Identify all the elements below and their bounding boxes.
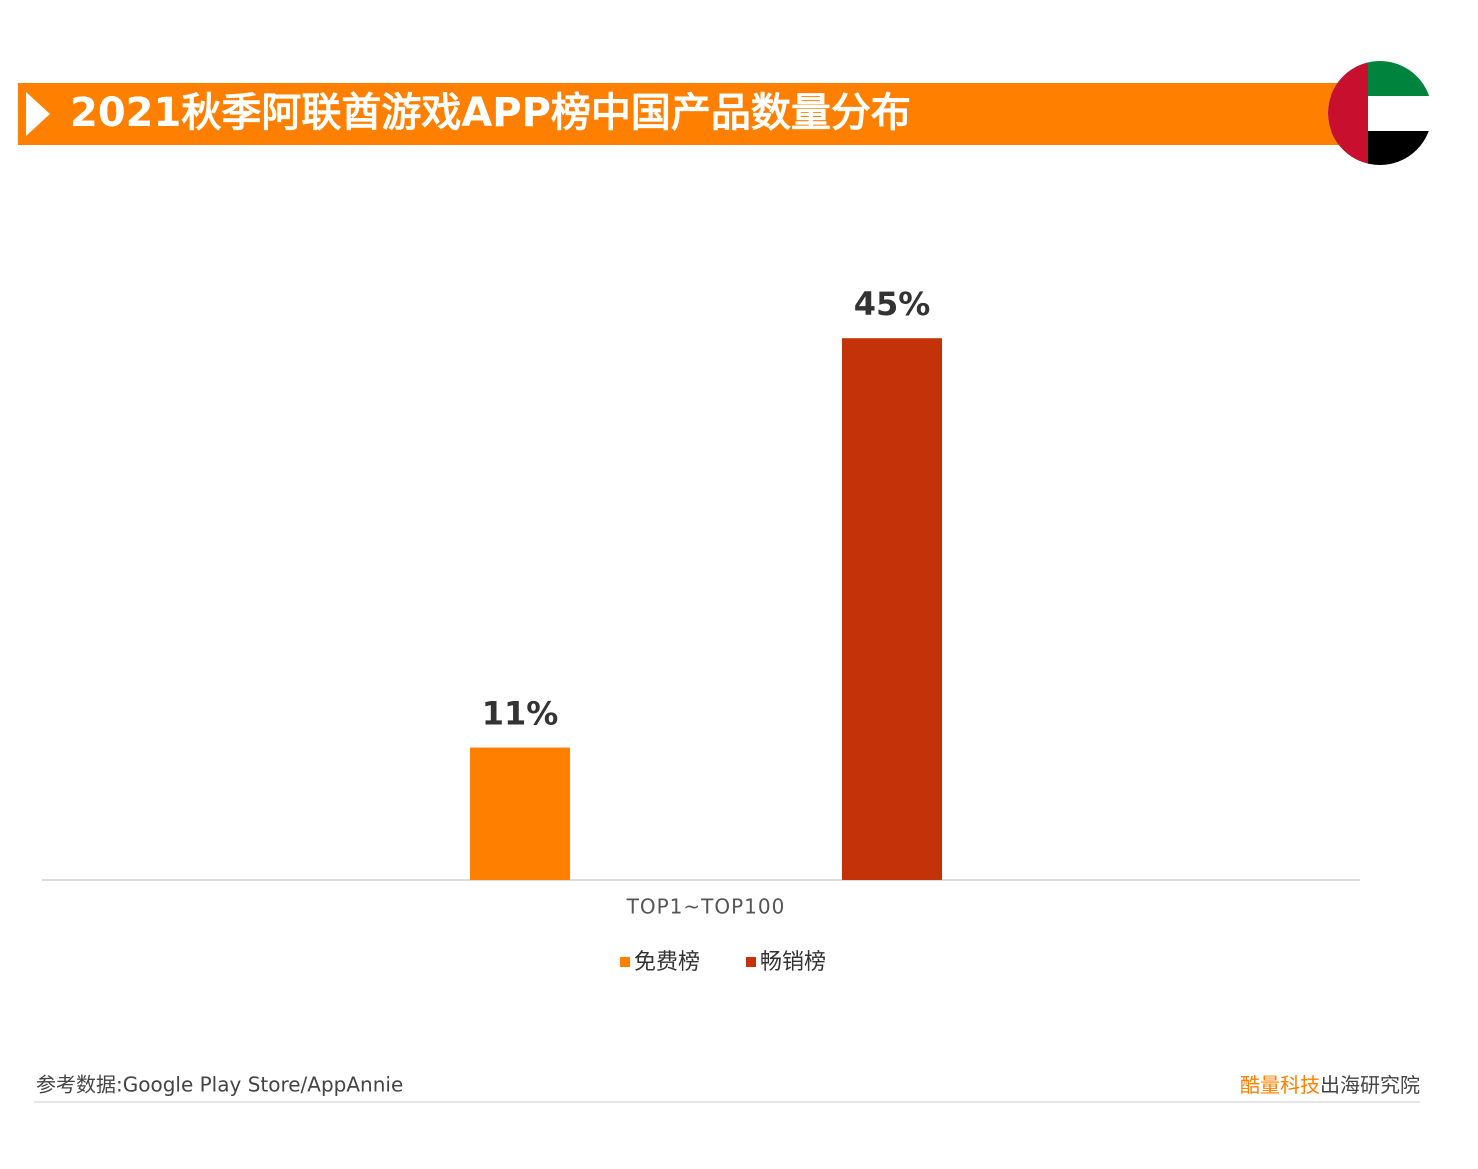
flag: [1328, 61, 1432, 165]
value-label: 11%: [482, 695, 559, 733]
source: 参考数据:Google Play Store/AppAnnie: [36, 1073, 403, 1097]
brand-name: 酷量科技: [1240, 1073, 1320, 1097]
bar: [470, 747, 570, 880]
legend-label: 畅销榜: [760, 950, 826, 975]
bar: [842, 338, 942, 880]
chart-title: 2021秋季阿联酋游戏APP榜中国产品数量分布: [70, 90, 911, 136]
title-bar: [18, 83, 1358, 145]
brand-suffix: 出海研究院: [1320, 1073, 1420, 1097]
brand: 酷量科技出海研究院: [1240, 1073, 1420, 1097]
legend-swatch: [620, 957, 630, 967]
title-arrow: [26, 92, 50, 136]
value-label: 45%: [854, 285, 931, 323]
legend-swatch: [746, 957, 756, 967]
legend-label: 免费榜: [634, 950, 700, 975]
x-tick-label: TOP1~TOP100: [626, 895, 786, 919]
